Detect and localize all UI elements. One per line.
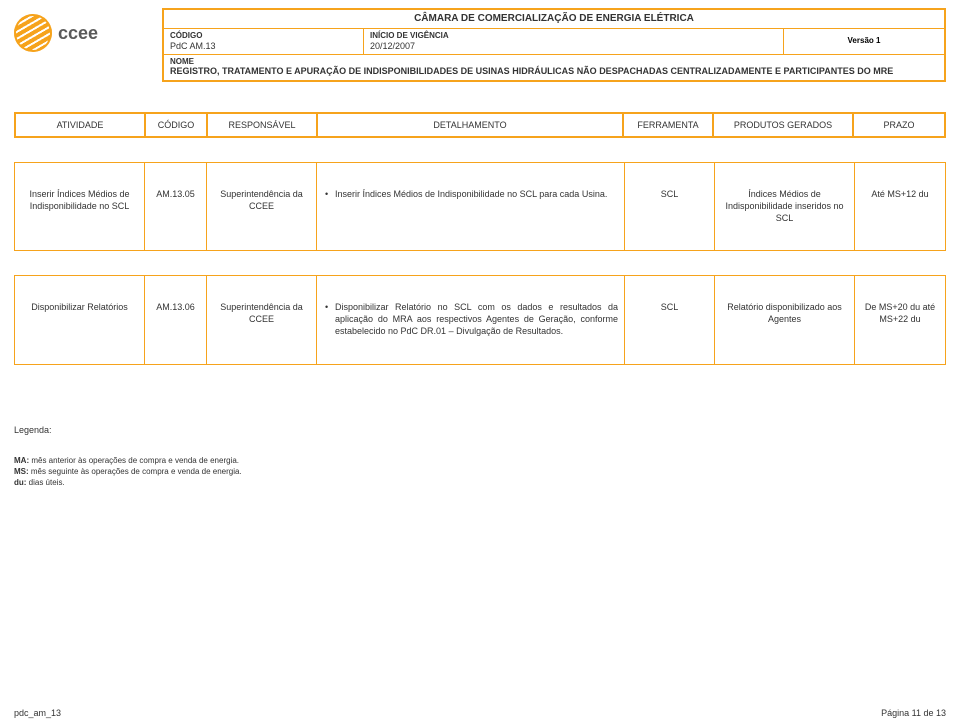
codigo-label: CÓDIGO	[170, 31, 357, 41]
cell-codigo: AM.13.06	[145, 276, 207, 363]
cell-detalhamento: Inserir Índices Médios de Indisponibilid…	[317, 163, 625, 250]
document-header: CÂMARA DE COMERCIALIZAÇÃO DE ENERGIA ELÉ…	[162, 8, 946, 82]
table-row: Disponibilizar Relatórios AM.13.06 Super…	[14, 275, 946, 364]
cell-prazo: De MS+20 du até MS+22 du	[855, 276, 945, 363]
legend-line: MS: mês seguinte às operações de compra …	[14, 466, 946, 477]
legend-line: MA: mês anterior às operações de compra …	[14, 455, 946, 466]
cell-responsavel: Superintendência da CCEE	[207, 276, 317, 363]
header-nome: NOME REGISTRO, TRATAMENTO E APURAÇÃO DE …	[164, 55, 944, 80]
cell-atividade: Disponibilizar Relatórios	[15, 276, 145, 363]
col-responsavel: RESPONSÁVEL	[208, 114, 318, 136]
col-ferramenta: FERRAMENTA	[624, 114, 714, 136]
cell-ferramenta: SCL	[625, 163, 715, 250]
nome-label: NOME	[170, 57, 938, 66]
legend-text: mês anterior às operações de compra e ve…	[29, 456, 239, 465]
logo: ccee	[14, 8, 154, 52]
footer-right: Página 11 de 13	[881, 708, 946, 718]
footer-left: pdc_am_13	[14, 708, 61, 718]
header-codigo: CÓDIGO PdC AM.13	[164, 29, 364, 54]
legend-title: Legenda:	[14, 425, 946, 435]
cell-ferramenta: SCL	[625, 276, 715, 363]
col-produtos: PRODUTOS GERADOS	[714, 114, 854, 136]
cell-atividade: Inserir Índices Médios de Indisponibilid…	[15, 163, 145, 250]
bullet-text: Disponibilizar Relatório no SCL com os d…	[323, 302, 618, 337]
bullet-text: Inserir Índices Médios de Indisponibilid…	[323, 189, 618, 201]
legend-text: mês seguinte às operações de compra e ve…	[29, 467, 242, 476]
legend-line: du: dias úteis.	[14, 477, 946, 488]
legend-key: MS:	[14, 467, 29, 476]
codigo-value: PdC AM.13	[170, 41, 357, 52]
vigencia-label: INÍCIO DE VIGÊNCIA	[370, 31, 777, 41]
legend-key: du:	[14, 478, 26, 487]
legend: Legenda: MA: mês anterior às operações d…	[14, 425, 946, 489]
col-prazo: PRAZO	[854, 114, 944, 136]
table-row: Inserir Índices Médios de Indisponibilid…	[14, 162, 946, 251]
logo-text: ccee	[58, 23, 98, 44]
header-vigencia: INÍCIO DE VIGÊNCIA 20/12/2007	[364, 29, 784, 54]
cell-produtos: Índices Médios de Indisponibilidade inse…	[715, 163, 855, 250]
cell-codigo: AM.13.05	[145, 163, 207, 250]
col-atividade: ATIVIDADE	[16, 114, 146, 136]
cell-prazo: Até MS+12 du	[855, 163, 945, 250]
table-header: ATIVIDADE CÓDIGO RESPONSÁVEL DETALHAMENT…	[14, 112, 946, 138]
logo-icon	[14, 14, 52, 52]
header-title: CÂMARA DE COMERCIALIZAÇÃO DE ENERGIA ELÉ…	[164, 10, 944, 29]
cell-responsavel: Superintendência da CCEE	[207, 163, 317, 250]
vigencia-value: 20/12/2007	[370, 41, 777, 52]
col-codigo: CÓDIGO	[146, 114, 208, 136]
page-footer: pdc_am_13 Página 11 de 13	[14, 708, 946, 718]
nome-value: REGISTRO, TRATAMENTO E APURAÇÃO DE INDIS…	[170, 66, 938, 76]
col-detalhamento: DETALHAMENTO	[318, 114, 624, 136]
cell-detalhamento: Disponibilizar Relatório no SCL com os d…	[317, 276, 625, 363]
cell-produtos: Relatório disponibilizado aos Agentes	[715, 276, 855, 363]
legend-text: dias úteis.	[26, 478, 64, 487]
header-versao: Versão 1	[784, 29, 944, 54]
legend-key: MA:	[14, 456, 29, 465]
